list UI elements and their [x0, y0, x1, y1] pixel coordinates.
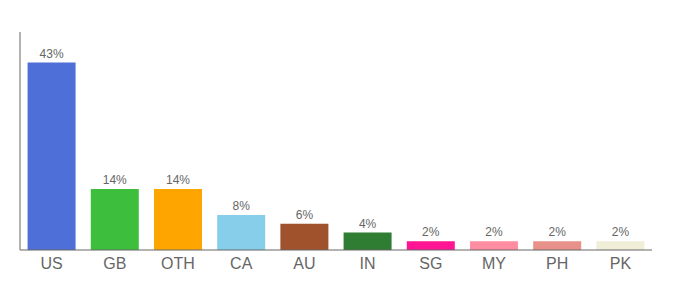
svg-text:CA: CA: [230, 255, 253, 272]
svg-text:SG: SG: [419, 255, 442, 272]
svg-text:43%: 43%: [40, 47, 64, 61]
svg-text:14%: 14%: [166, 173, 190, 187]
svg-text:GB: GB: [103, 255, 126, 272]
svg-text:2%: 2%: [422, 225, 440, 239]
svg-text:MY: MY: [482, 255, 506, 272]
svg-text:6%: 6%: [296, 208, 314, 222]
svg-text:2%: 2%: [485, 225, 503, 239]
svg-text:AU: AU: [293, 255, 315, 272]
svg-text:OTH: OTH: [161, 255, 195, 272]
svg-text:2%: 2%: [612, 225, 630, 239]
svg-text:US: US: [40, 255, 62, 272]
svg-text:PH: PH: [546, 255, 568, 272]
svg-text:8%: 8%: [233, 199, 251, 213]
svg-text:IN: IN: [360, 255, 376, 272]
svg-text:14%: 14%: [103, 173, 127, 187]
svg-text:2%: 2%: [549, 225, 567, 239]
svg-text:PK: PK: [610, 255, 632, 272]
svg-text:4%: 4%: [359, 217, 377, 231]
